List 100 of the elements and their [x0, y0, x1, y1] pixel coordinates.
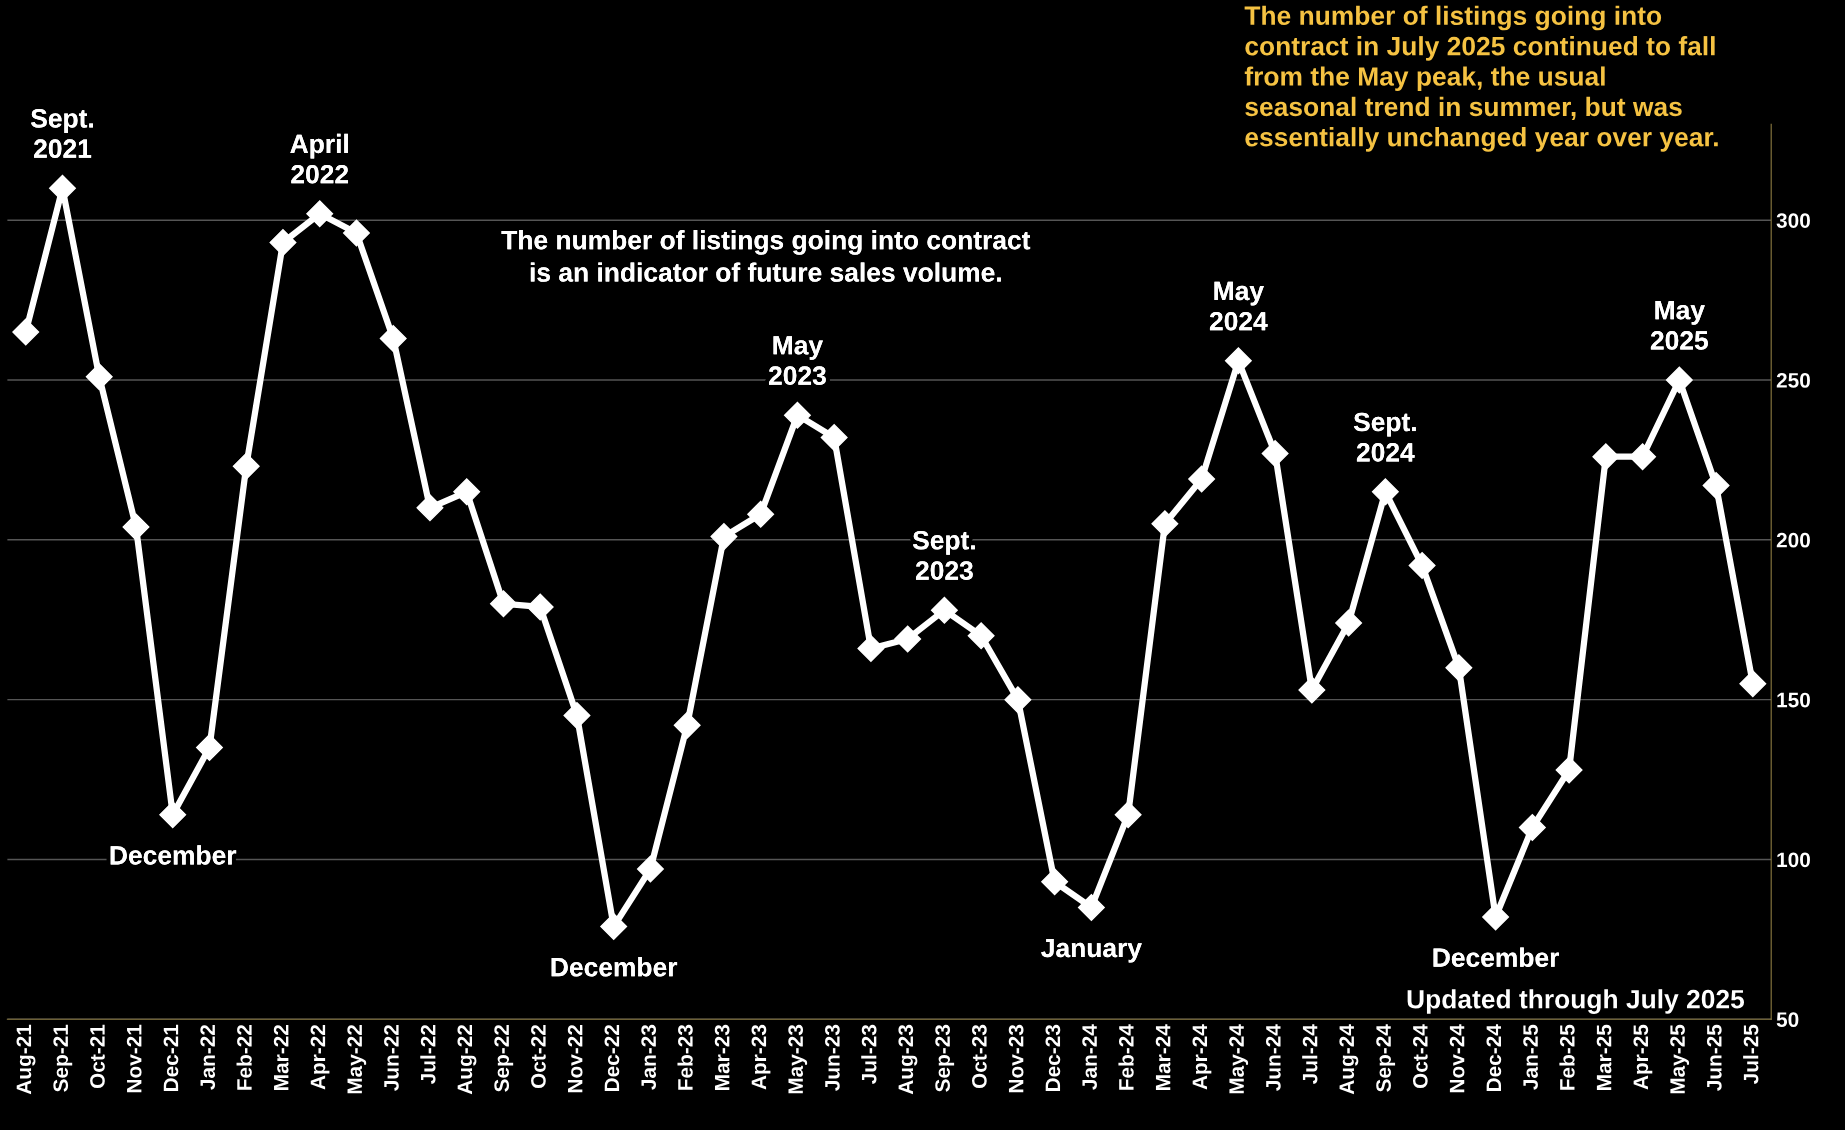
annotation: May 2024 — [1209, 281, 1268, 331]
point — [636, 855, 664, 883]
x-tick-label: Aug-23 — [898, 1024, 918, 1095]
x-tick-label: May-22 — [347, 1024, 367, 1094]
point — [1151, 510, 1179, 538]
x-tick-label: Apr-24 — [1192, 1024, 1212, 1090]
point — [1445, 654, 1473, 682]
point — [600, 913, 628, 941]
x-tick-label: Apr-23 — [751, 1024, 771, 1090]
point — [967, 622, 995, 650]
point — [85, 363, 113, 391]
point — [1592, 443, 1620, 471]
point — [783, 401, 811, 429]
point — [930, 596, 958, 624]
point — [1408, 551, 1436, 579]
x-tick-label: Jul-25 — [1743, 1024, 1759, 1085]
point — [1482, 903, 1510, 931]
x-tick-label: Jan-24 — [1082, 1024, 1097, 1090]
point — [122, 513, 150, 541]
point — [1555, 756, 1583, 784]
x-tick-label: Sep-24 — [1376, 1024, 1396, 1092]
x-tick-label: Mar-22 — [273, 1024, 289, 1090]
x-tick-label: Apr-25 — [1633, 1024, 1653, 1090]
x-tick-label: Dec-23 — [1045, 1024, 1061, 1092]
annotation: May 2023 — [768, 336, 826, 385]
y-tick-label: 300 — [1776, 213, 1810, 228]
point — [196, 734, 223, 762]
x-tick-label: Jul-24 — [1302, 1024, 1318, 1085]
annotation: December — [551, 957, 678, 977]
x-tick-label: Feb-24 — [1118, 1024, 1134, 1090]
y-tick-label: 150 — [1777, 692, 1810, 708]
y-tick-label: 200 — [1776, 532, 1810, 548]
x-tick-label: Mar-24 — [1155, 1024, 1171, 1090]
x-tick-label: Jul-23 — [861, 1024, 877, 1085]
x-tick-label: Dec-24 — [1486, 1024, 1502, 1092]
point — [379, 324, 407, 352]
x-tick-label: Feb-22 — [236, 1024, 252, 1090]
point — [894, 625, 922, 653]
chart-title: The number of listings going into contract in July 2025 continued to fall from the May peak, the usual seasonal trend in summer, but was essentially unchanged year over year. — [1244, 5, 1718, 152]
point — [857, 635, 885, 662]
point — [12, 318, 40, 346]
x-tick-label: Feb-25 — [1559, 1024, 1575, 1090]
y-tick-label: 50 — [1776, 1012, 1799, 1028]
point — [563, 702, 591, 730]
x-tick-label: Oct-22 — [531, 1024, 546, 1089]
point — [269, 229, 297, 257]
point — [1224, 347, 1252, 375]
x-tick-label: Sep-21 — [53, 1024, 73, 1092]
x-tick-label: May-25 — [1670, 1024, 1690, 1094]
x-tick-label: Jan-25 — [1523, 1024, 1538, 1090]
point — [1004, 686, 1032, 714]
annotation: Sept. 2024 — [1353, 412, 1416, 462]
x-tick-label: Oct-21 — [90, 1024, 105, 1089]
annotation: Updated through July 2025 — [1407, 989, 1745, 1014]
x-tick-label: Jul-22 — [420, 1024, 436, 1085]
point — [1518, 814, 1546, 841]
x-tick-label: Jan-22 — [200, 1024, 216, 1090]
point — [453, 478, 481, 506]
x-tick-label: Mar-25 — [1596, 1024, 1612, 1090]
x-tick-label: Nov-24 — [1449, 1024, 1465, 1093]
point — [1188, 465, 1216, 493]
point — [1665, 366, 1693, 394]
point — [1077, 893, 1105, 921]
point — [416, 494, 444, 522]
x-tick-label: Aug-22 — [457, 1024, 477, 1095]
point — [159, 801, 187, 829]
x-tick-label: Aug-24 — [1339, 1024, 1359, 1095]
x-tick-label: Jun-24 — [1265, 1024, 1281, 1091]
text: The number of listings going into contract is an indicator of future sales volume. — [501, 230, 1031, 282]
x-tick-label: Dec-21 — [163, 1024, 179, 1092]
point — [1629, 443, 1657, 471]
point — [1371, 478, 1399, 506]
point — [1702, 472, 1730, 499]
point — [820, 424, 848, 451]
point — [747, 500, 775, 528]
x-tick-label: Dec-22 — [604, 1024, 620, 1092]
point — [1335, 609, 1363, 637]
annotation: December — [1433, 947, 1560, 967]
x-tick-label: May-23 — [788, 1024, 808, 1094]
x-tick-label: May-24 — [1229, 1024, 1249, 1094]
x-tick-label: Jan-23 — [641, 1024, 657, 1090]
y-tick-label: 100 — [1777, 852, 1810, 868]
x-tick-label: Oct-24 — [1412, 1024, 1428, 1089]
annotation: May 2025 — [1650, 301, 1708, 350]
point — [232, 452, 260, 480]
point — [343, 219, 370, 247]
point — [1041, 868, 1069, 896]
x-tick-label: Sep-22 — [494, 1024, 514, 1092]
x-tick-label: Mar-23 — [714, 1024, 730, 1090]
point — [489, 590, 517, 618]
x-tick-label: Jun-23 — [825, 1024, 840, 1091]
x-tick-label: Jun-25 — [1706, 1024, 1722, 1091]
point — [710, 523, 738, 551]
annotation: Sept. 2021 — [31, 108, 93, 159]
x-tick-label: Sep-23 — [935, 1024, 955, 1092]
x-tick-label: Nov-23 — [1008, 1024, 1024, 1093]
x-tick-label: Jun-22 — [384, 1024, 399, 1091]
annotation: Sept. 2023 — [912, 530, 975, 580]
point — [673, 711, 701, 739]
point — [1739, 670, 1767, 698]
